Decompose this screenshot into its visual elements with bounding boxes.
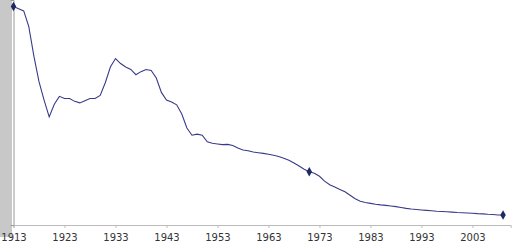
x-tick-label: 1993 xyxy=(409,232,434,243)
chart: 1913 1923 1933 1943 1953 1963 1973 1983 1993 2003 xyxy=(0,0,512,251)
x-tick-label: 1913 xyxy=(1,232,26,243)
x-tick-mark xyxy=(217,225,218,228)
x-tick: 1923 xyxy=(52,225,77,243)
x-tick: 1993 xyxy=(409,225,434,243)
x-tick-mark xyxy=(64,225,65,228)
x-tick: 1933 xyxy=(103,225,128,243)
x-tick-label: 2003 xyxy=(460,232,485,243)
x-tick-label: 1983 xyxy=(358,232,383,243)
x-tick-mark xyxy=(472,225,473,228)
x-axis: 1913 1923 1933 1943 1953 1963 1973 1983 1993 2003 xyxy=(1,225,511,243)
x-tick-label: 1963 xyxy=(256,232,281,243)
y-axis-band xyxy=(0,0,12,237)
x-tick: 1973 xyxy=(307,225,332,243)
x-tick-mark xyxy=(370,225,371,228)
series-marker xyxy=(11,2,16,11)
series-marker xyxy=(500,210,505,219)
x-tick-label: 1933 xyxy=(103,232,128,243)
x-tick-mark xyxy=(166,225,167,228)
x-tick: 1963 xyxy=(256,225,281,243)
x-tick-label: 1973 xyxy=(307,232,332,243)
x-tick-mark xyxy=(115,225,116,228)
x-tick-mark xyxy=(319,225,320,228)
x-tick: 2003 xyxy=(460,225,485,243)
x-tick-mark xyxy=(268,225,269,228)
x-tick-label: 1923 xyxy=(52,232,77,243)
x-tick: 1983 xyxy=(358,225,383,243)
plot-area xyxy=(11,2,506,220)
series-marker xyxy=(307,167,312,176)
x-tick: 1913 xyxy=(1,225,26,243)
x-tick-label: 1943 xyxy=(154,232,179,243)
y-axis xyxy=(11,1,15,226)
x-tick-label: 1953 xyxy=(205,232,230,243)
x-tick-mark xyxy=(421,225,422,228)
x-axis-line xyxy=(14,226,511,229)
series-line xyxy=(14,7,504,215)
x-tick: 1943 xyxy=(154,225,179,243)
x-tick: 1953 xyxy=(205,225,230,243)
y-axis-line xyxy=(11,1,15,226)
